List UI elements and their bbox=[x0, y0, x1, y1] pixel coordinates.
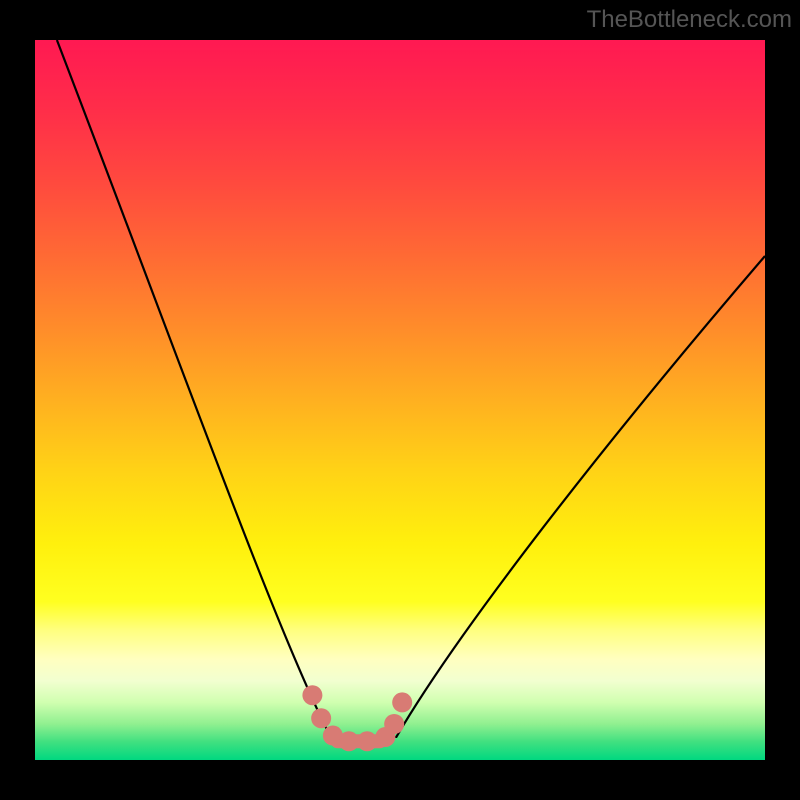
watermark-text: TheBottleneck.com bbox=[587, 6, 792, 34]
plot-area bbox=[35, 40, 765, 760]
chart-frame: TheBottleneck.com bbox=[0, 0, 800, 800]
